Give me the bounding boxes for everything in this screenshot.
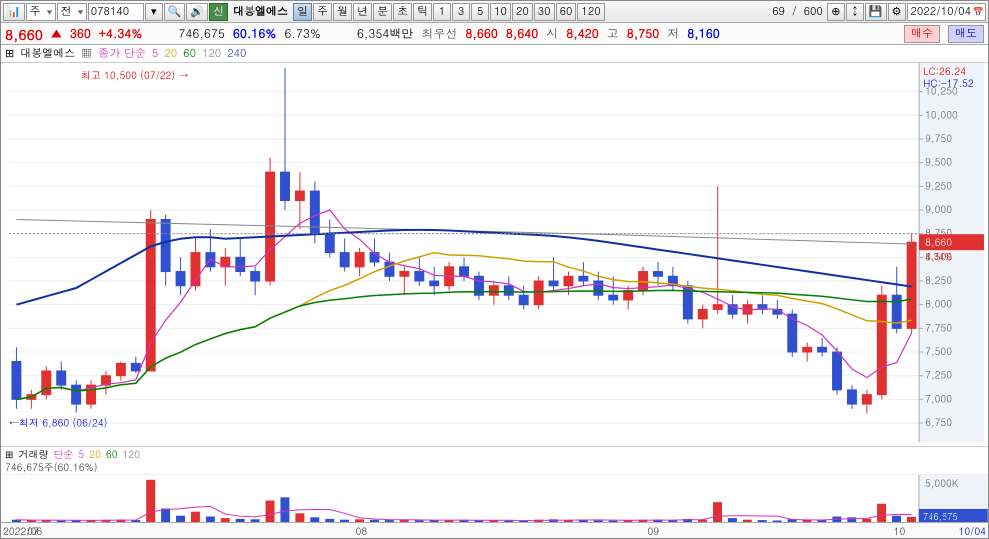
price-chart[interactable]: 10,25010,0009,7509,5009,2509,0008,7508,5… bbox=[1, 63, 988, 446]
svg-text:8,250: 8,250 bbox=[925, 273, 952, 287]
ma120-label: 120 bbox=[202, 46, 221, 61]
period-1-button[interactable]: 1 bbox=[433, 3, 451, 21]
code-dropdown-icon[interactable]: ▾ bbox=[145, 3, 163, 21]
timeframe-day-button[interactable]: 일 bbox=[293, 3, 312, 21]
low-label: 저 bbox=[667, 25, 679, 42]
open-label: 시 bbox=[546, 25, 558, 42]
svg-text:8,660: 8,660 bbox=[925, 235, 952, 249]
date-picker[interactable]: 2022/10/04 bbox=[907, 3, 986, 21]
svg-text:←최저 6,860 (06/24): ←최저 6,860 (06/24) bbox=[9, 416, 107, 430]
svg-text:9,500: 9,500 bbox=[925, 155, 952, 169]
volume-value: 746,675 bbox=[178, 25, 224, 42]
svg-text:4.34%: 4.34% bbox=[925, 250, 952, 263]
svg-text:9,750: 9,750 bbox=[925, 131, 952, 145]
search-icon[interactable]: 🔍 bbox=[164, 3, 186, 21]
buy-button[interactable]: 매수 bbox=[904, 25, 940, 43]
zoom-out-icon[interactable]: ↕ bbox=[846, 3, 864, 21]
toolbar: 📊 주 전 078140 ▾ 🔍 🔊 신 대봉엘에스 일 주 월 년 분 초 틱… bbox=[1, 1, 988, 23]
grid-icon[interactable]: ▦ bbox=[81, 46, 92, 61]
stock-name: 대봉엘에스 bbox=[229, 4, 292, 19]
period-60-button[interactable]: 60 bbox=[556, 3, 577, 21]
priority-label: 최우선 bbox=[421, 25, 457, 42]
svg-text:7,750: 7,750 bbox=[925, 320, 952, 334]
stock-code-input[interactable]: 078140 bbox=[88, 3, 144, 21]
sell-button[interactable]: 매도 bbox=[948, 25, 984, 43]
bar-count-sep: / bbox=[789, 4, 800, 19]
mode-ju-dropdown[interactable]: 주 bbox=[26, 3, 56, 21]
chart-title: 대봉엘에스 bbox=[20, 46, 75, 61]
xaxis-tick: 10 bbox=[894, 524, 906, 538]
ma60-label: 60 bbox=[183, 46, 196, 61]
timeframe-week-button[interactable]: 주 bbox=[313, 3, 332, 21]
sound-icon[interactable]: 🔊 bbox=[186, 3, 208, 21]
save-icon[interactable]: 💾 bbox=[865, 3, 887, 21]
xaxis-tick: 08 bbox=[356, 524, 368, 538]
chart-header: ⊞ 대봉엘에스 ▦ 종가 단순 5 20 60 120 240 bbox=[1, 45, 988, 63]
svg-text:9,250: 9,250 bbox=[925, 178, 952, 192]
volume-chart[interactable]: 5,000K746,67560.16% bbox=[1, 474, 988, 522]
xaxis-end: 10/04 bbox=[959, 524, 987, 538]
svg-text:최고 10,500 (07/22) →: 최고 10,500 (07/22) → bbox=[81, 68, 189, 82]
svg-text:7,250: 7,250 bbox=[925, 368, 952, 382]
volume-header: ⊞ 거래량 단순 5 20 60 120 bbox=[1, 446, 988, 460]
volume-rate: 6.73% bbox=[284, 25, 321, 42]
ma-type-label: 종가 단순 bbox=[98, 46, 146, 61]
time-axis: 2022/06 10/04 07080910 bbox=[1, 522, 988, 538]
change-percent: +4.34% bbox=[99, 25, 142, 42]
volume-ma5: 5 bbox=[78, 447, 84, 461]
expand-vol-icon[interactable]: ⊞ bbox=[5, 447, 13, 461]
svg-text:5,000K: 5,000K bbox=[925, 476, 959, 490]
svg-text:6,750: 6,750 bbox=[925, 415, 952, 429]
open-price: 8,420 bbox=[566, 25, 598, 42]
ma20-label: 20 bbox=[164, 46, 177, 61]
volume-ma20: 20 bbox=[89, 447, 101, 461]
period-120-button[interactable]: 120 bbox=[577, 3, 604, 21]
high-label: 고 bbox=[607, 25, 619, 42]
bid-price: 8,660 bbox=[465, 25, 497, 42]
volume-percent: 60.16% bbox=[233, 25, 277, 42]
settings-icon[interactable]: ⚙ bbox=[888, 3, 906, 21]
badge-shin: 신 bbox=[209, 3, 228, 21]
ask-price: 8,640 bbox=[506, 25, 538, 42]
last-price: 8,660 bbox=[5, 24, 43, 44]
volume-ma-label: 단순 bbox=[53, 447, 73, 461]
change-arrow-icon: ▲ bbox=[51, 25, 62, 42]
period-20-button[interactable]: 20 bbox=[512, 3, 533, 21]
timeframe-year-button[interactable]: 년 bbox=[353, 3, 372, 21]
period-5-button[interactable]: 5 bbox=[471, 3, 489, 21]
zoom-in-icon[interactable]: ⊕ bbox=[827, 3, 845, 21]
volume-ma60: 60 bbox=[106, 447, 118, 461]
period-3-button[interactable]: 3 bbox=[452, 3, 470, 21]
amount-value: 6,354백만 bbox=[357, 25, 413, 42]
timeframe-tick-button[interactable]: 틱 bbox=[413, 3, 432, 21]
volume-ma120: 120 bbox=[123, 447, 141, 461]
svg-text:7,000: 7,000 bbox=[925, 391, 952, 405]
volume-label: 거래량 bbox=[18, 447, 48, 461]
bar-count-total: 600 bbox=[801, 4, 826, 19]
svg-text:8,000: 8,000 bbox=[925, 297, 952, 311]
svg-text:10,000: 10,000 bbox=[925, 107, 958, 121]
expand-icon[interactable]: ⊞ bbox=[5, 46, 14, 61]
mode-jeon-dropdown[interactable]: 전 bbox=[57, 3, 87, 21]
period-30-button[interactable]: 30 bbox=[534, 3, 555, 21]
timeframe-sec-button[interactable]: 초 bbox=[393, 3, 412, 21]
xaxis-tick: 09 bbox=[647, 524, 659, 538]
volume-current-label: 746,675주(60.16%) bbox=[1, 460, 988, 474]
svg-text:7,500: 7,500 bbox=[925, 344, 952, 358]
high-price: 8,750 bbox=[627, 25, 659, 42]
chart-mode-icon[interactable]: 📊 bbox=[3, 3, 25, 21]
ma240-label: 240 bbox=[227, 46, 246, 61]
low-price: 8,160 bbox=[687, 25, 719, 42]
change-amount: 360 bbox=[70, 25, 91, 42]
quote-bar: 8,660 ▲ 360 +4.34% 746,675 60.16% 6.73% … bbox=[1, 23, 988, 45]
svg-text:HC:-17.52: HC:-17.52 bbox=[923, 76, 974, 90]
timeframe-month-button[interactable]: 월 bbox=[333, 3, 352, 21]
ma5-label: 5 bbox=[152, 46, 158, 61]
xaxis-tick: 07 bbox=[27, 524, 39, 538]
period-10-button[interactable]: 10 bbox=[490, 3, 511, 21]
timeframe-min-button[interactable]: 분 bbox=[373, 3, 392, 21]
bar-count-current: 69 bbox=[769, 4, 788, 19]
svg-text:9,000: 9,000 bbox=[925, 202, 952, 216]
